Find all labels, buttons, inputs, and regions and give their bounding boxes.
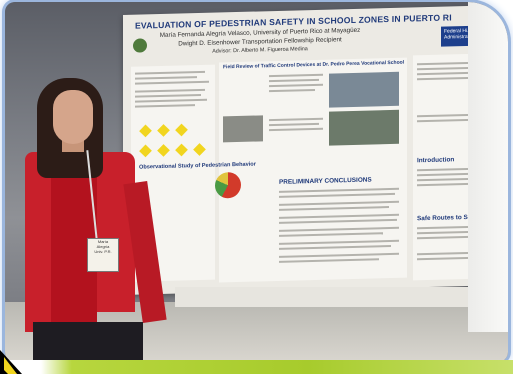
research-poster: EVALUATION OF PEDESTRIAN SAFETY IN SCHOO… <box>123 4 505 296</box>
display-table <box>175 287 505 307</box>
badge-line3: Univ. P.R. <box>94 249 112 254</box>
green-footer-band <box>0 360 513 374</box>
street-photo <box>329 109 399 146</box>
presenter-face <box>53 90 93 144</box>
section-introduction: Introduction <box>417 156 455 165</box>
badge-line1: María <box>97 239 109 244</box>
section-field-review: Field Review of Traffic Control Devices … <box>223 59 405 71</box>
street-photo <box>329 71 399 108</box>
red-jacket-right <box>91 152 135 312</box>
dark-pants <box>33 322 143 362</box>
crosswalk-photo <box>223 115 263 143</box>
badge-line2: Alegría <box>96 244 110 249</box>
school-sign-icon <box>193 143 206 156</box>
conference-photo: EVALUATION OF PEDESTRIAN SAFETY IN SCHOO… <box>5 2 508 362</box>
section-preliminary-conclusions: PRELIMINARY CONCLUSIONS <box>279 176 372 186</box>
name-badge: María Alegría Univ. P.R. <box>87 238 119 272</box>
results-pie-chart <box>215 171 241 199</box>
school-sign-icon <box>175 143 188 157</box>
poster-column-middle: Field Review of Traffic Control Devices … <box>139 57 407 283</box>
adjacent-poster-edge <box>468 2 508 332</box>
presenter: María Alegría Univ. P.R. <box>5 2 167 362</box>
warning-sign-icon <box>0 350 22 374</box>
school-sign-icon <box>175 123 188 137</box>
